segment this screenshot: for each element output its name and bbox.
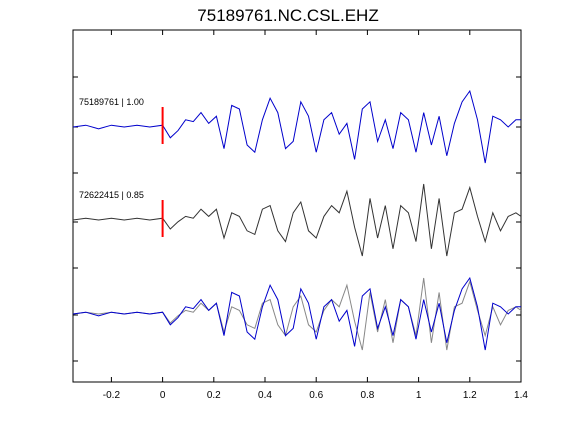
- axis-ticks: -0.2 0 0.2 0.4 0.6 0.8 1 1.2 1.4: [73, 30, 528, 401]
- trace-label: 75189761 | 1.00: [79, 97, 144, 107]
- traces: [72, 89, 522, 351]
- overlay-trace-primary: [72, 276, 521, 351]
- x-tick-label: 1.2: [463, 390, 477, 401]
- trace-label: 72622415 | 0.85: [79, 190, 144, 200]
- x-tick-label: 0.8: [360, 390, 374, 401]
- x-tick-label: -0.2: [103, 390, 121, 401]
- x-tick-label: 0.6: [309, 390, 323, 401]
- x-tick-label: 0.2: [207, 390, 221, 401]
- trace-line: [72, 183, 522, 257]
- overlay-trace-secondary: [72, 277, 522, 351]
- x-tick-label: 1.4: [514, 390, 528, 401]
- trace-labels: 75189761 | 1.00 72622415 | 0.85: [79, 97, 144, 200]
- x-tick-label: 0.4: [258, 390, 272, 401]
- trace-line: [72, 89, 521, 164]
- chart-title: 75189761.NC.CSL.EHZ: [197, 6, 379, 25]
- x-tick-label: 1: [416, 390, 422, 401]
- plot-frame: [72, 29, 522, 383]
- x-tick-label: 0: [160, 390, 166, 401]
